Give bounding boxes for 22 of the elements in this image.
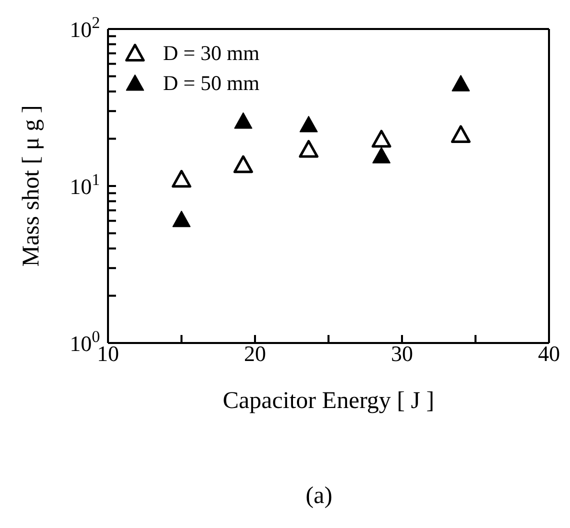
point — [452, 75, 470, 92]
point — [372, 147, 390, 164]
y-tick-label: 10$^{0}$ — [70, 326, 100, 356]
point — [300, 116, 318, 132]
point — [451, 125, 471, 143]
y-tick-label: 10$^{1}$ — [70, 170, 100, 199]
y-axis-title: Mass shot [ μ g ] — [18, 105, 45, 267]
point — [372, 130, 392, 148]
x-tick-label: 20 — [244, 341, 266, 366]
x-tick-label: 40 — [538, 341, 560, 366]
point — [233, 155, 254, 174]
x-tick-label: 10 — [97, 341, 119, 366]
point — [172, 170, 192, 188]
text: (a) — [304, 483, 334, 510]
point — [298, 140, 318, 158]
point — [172, 210, 191, 228]
x-tick-label: 30 — [391, 341, 413, 366]
x-axis-title: Capacitor Energy [ J ] — [222, 388, 434, 414]
legend-label: D = 30 mm — [163, 40, 260, 66]
point — [234, 112, 252, 129]
legend-label: D = 50 mm — [163, 70, 260, 96]
y-tick-label: 10$^{2}$ — [70, 12, 100, 42]
